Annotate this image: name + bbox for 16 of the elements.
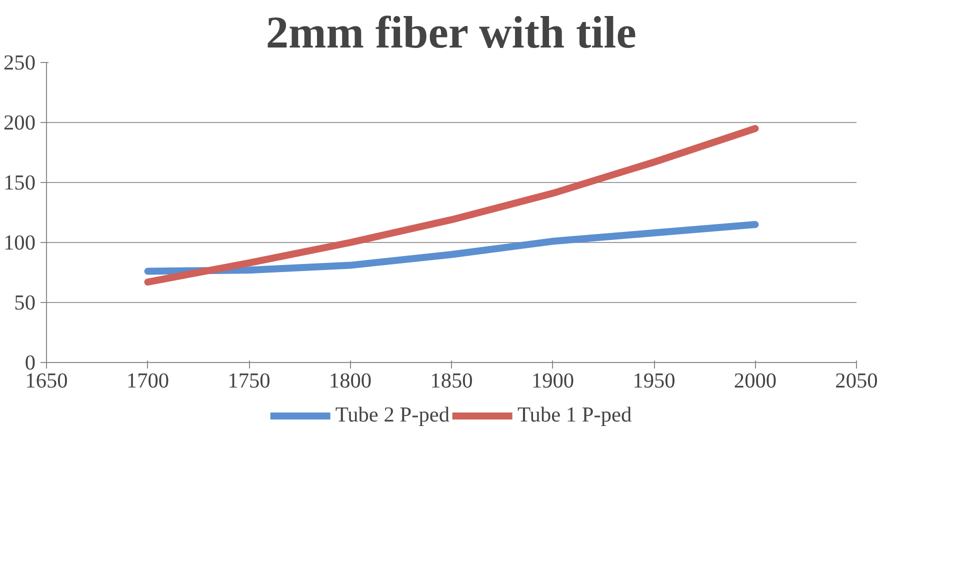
y-tick-label: 150 xyxy=(4,170,36,194)
chart-title: 2mm fiber with tile xyxy=(266,8,636,58)
y-tick-label: 100 xyxy=(4,230,36,254)
x-tick-label: 1950 xyxy=(632,368,676,392)
x-tick-label: 2000 xyxy=(734,368,777,392)
y-tick-label: 200 xyxy=(4,110,36,134)
legend-label: Tube 1 P-ped xyxy=(518,402,632,428)
x-tick-label: 1850 xyxy=(430,368,473,392)
x-tick-label: 2050 xyxy=(835,368,878,392)
y-tick-label: 250 xyxy=(4,50,36,74)
x-tick-label: 1700 xyxy=(126,368,170,392)
x-tick-label: 1800 xyxy=(328,368,372,392)
y-tick-label: 50 xyxy=(14,290,36,314)
x-tick-label: 1900 xyxy=(531,368,574,392)
x-tick-label: 1750 xyxy=(228,368,270,392)
legend-label: Tube 2 P-ped xyxy=(335,402,450,428)
